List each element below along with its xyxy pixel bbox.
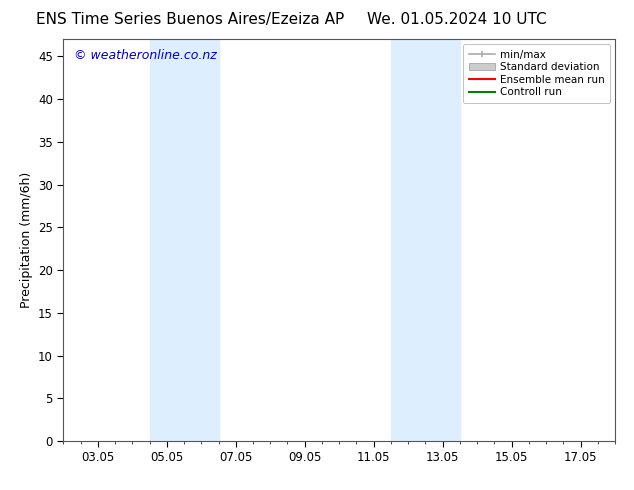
- Text: © weatheronline.co.nz: © weatheronline.co.nz: [74, 49, 217, 62]
- Text: ENS Time Series Buenos Aires/Ezeiza AP: ENS Time Series Buenos Aires/Ezeiza AP: [36, 12, 344, 27]
- Y-axis label: Precipitation (mm/6h): Precipitation (mm/6h): [20, 172, 32, 308]
- Bar: [150, 39, 219, 441]
- Text: We. 01.05.2024 10 UTC: We. 01.05.2024 10 UTC: [366, 12, 547, 27]
- Legend: min/max, Standard deviation, Ensemble mean run, Controll run: min/max, Standard deviation, Ensemble me…: [463, 45, 610, 102]
- Bar: [391, 39, 460, 441]
